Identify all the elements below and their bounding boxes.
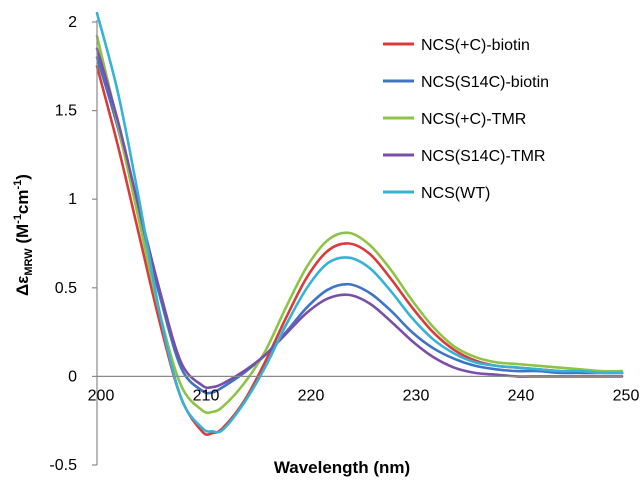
series-line-4 bbox=[95, 47, 624, 390]
legend: NCS(+C)-biotin NCS(S14C)-biotin NCS(+C)-TM… bbox=[383, 37, 549, 202]
x-tick-label: 240 bbox=[508, 387, 535, 404]
x-axis-title: Wavelength (nm) bbox=[274, 458, 410, 477]
y-tick-label: 2 bbox=[68, 14, 77, 31]
legend-label: NCS(+C)-biotin bbox=[421, 37, 530, 54]
y-axis-title: ΔεMRW (M-1cm-1) bbox=[12, 174, 35, 296]
x-tick-label: 220 bbox=[298, 387, 325, 404]
y-tick-label: 1.5 bbox=[55, 103, 77, 120]
y-tick-label: -0.5 bbox=[49, 457, 77, 474]
series-line-2 bbox=[95, 56, 624, 395]
x-tick-label: 200 bbox=[88, 387, 115, 404]
legend-label: NCS(S14C)-biotin bbox=[421, 74, 549, 91]
y-tick-label: 0 bbox=[68, 368, 77, 385]
x-tick-label: 230 bbox=[403, 387, 430, 404]
x-tick-label: 210 bbox=[193, 387, 220, 404]
y-axis-title-unit-open: (M bbox=[13, 224, 32, 249]
y-axis-title-main: Δε bbox=[13, 276, 32, 296]
y-axis-title-unit-close: ) bbox=[13, 174, 32, 180]
y-tick-label: 1 bbox=[68, 191, 77, 208]
x-tick-labels: 200 210 220 230 240 250 bbox=[88, 387, 640, 404]
series-line-5 bbox=[95, 11, 624, 434]
y-axis-title-superscript-1: -1 bbox=[12, 214, 24, 224]
legend-label: NCS(S14C)-TMR bbox=[421, 148, 545, 165]
legend-label: NCS(+C)-TMR bbox=[421, 111, 526, 128]
y-axis-title-subscript: MRW bbox=[23, 248, 35, 276]
y-axis-title-superscript-2: -1 bbox=[12, 180, 24, 190]
x-tick-label: 250 bbox=[613, 387, 640, 404]
y-axis-title-unit-cm: cm bbox=[13, 189, 32, 214]
legend-label: NCS(WT) bbox=[421, 185, 490, 202]
y-tick-label: 0.5 bbox=[55, 280, 77, 297]
y-tick-labels: -0.5 0 0.5 1 1.5 2 bbox=[49, 14, 97, 474]
